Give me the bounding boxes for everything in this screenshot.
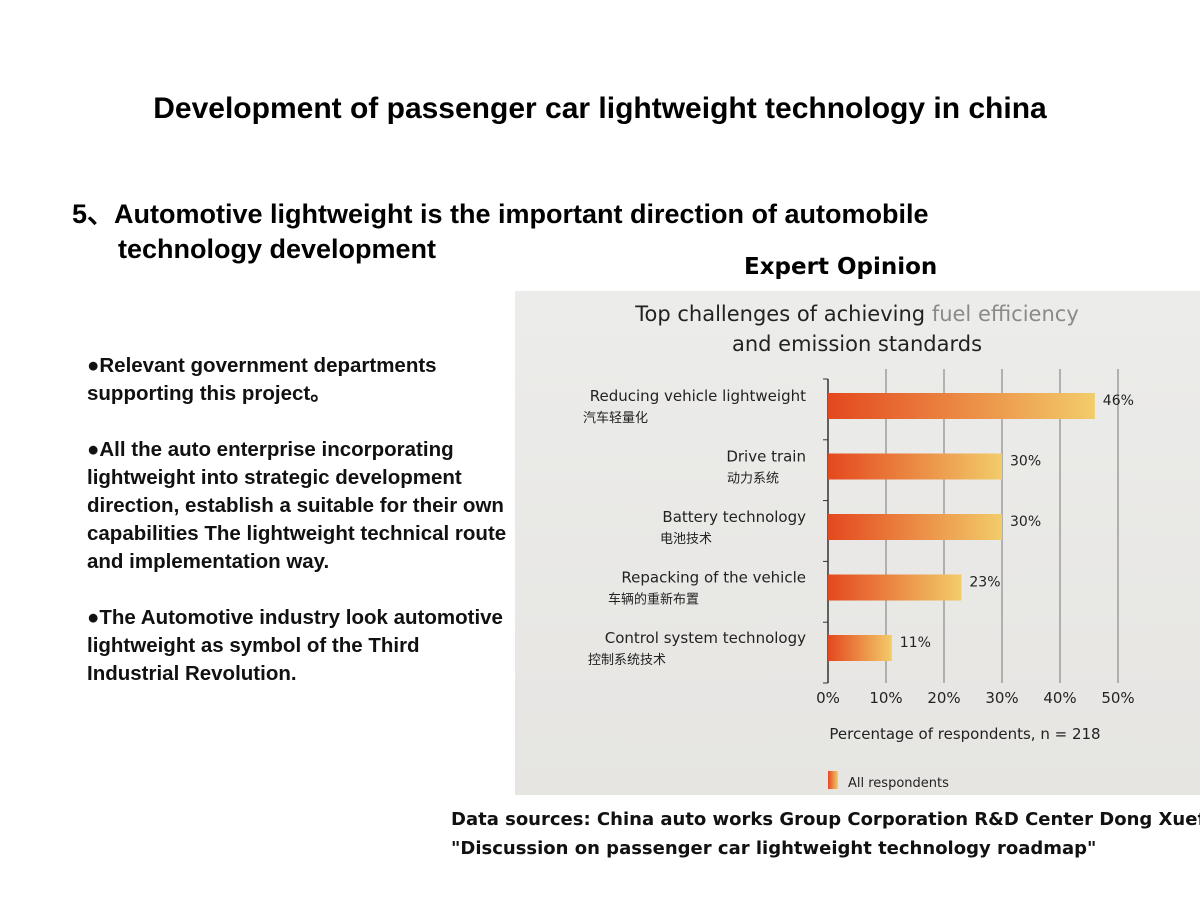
section-heading-line2: technology development (118, 234, 437, 264)
x-axis-label: Percentage of respondents, n = 218 (829, 725, 1100, 743)
chart-photo: Top challenges of achieving fuel efficie… (515, 291, 1200, 795)
category-label: Battery technology (662, 508, 806, 526)
category-label-zh: 动力系统 (727, 472, 779, 487)
bar (828, 574, 962, 601)
category-label: Reducing vehicle lightweight (590, 387, 806, 405)
bullet-list: ●Relevant government departments support… (87, 352, 507, 716)
slide-title: Development of passenger car lightweight… (153, 92, 1047, 125)
category-label-zh: 电池技术 (660, 532, 712, 547)
data-source: Data sources: China auto works Group Cor… (451, 805, 1200, 863)
x-tick-label: 20% (927, 689, 960, 707)
bar-value-label: 46% (1103, 393, 1134, 409)
bullet-item: ●Relevant government departments support… (87, 354, 437, 405)
x-tick-label: 10% (869, 689, 902, 707)
category-label-zh: 控制系统技术 (588, 653, 666, 668)
bar-value-label: 30% (1010, 514, 1041, 530)
x-tick-label: 0% (816, 689, 840, 707)
legend-swatch (828, 771, 838, 789)
x-tick-label: 30% (985, 689, 1018, 707)
category-label: Drive train (726, 448, 806, 466)
source-line1: Data sources: China auto works Group Cor… (451, 809, 1200, 830)
bar-value-label: 23% (969, 575, 1000, 591)
bar (828, 635, 892, 661)
category-label: Repacking of the vehicle (621, 569, 806, 587)
section-heading: 5、Automotive lightweight is the importan… (72, 197, 929, 267)
bar (828, 514, 1002, 540)
bar (828, 453, 1002, 480)
bar-value-label: 30% (1010, 454, 1041, 470)
expert-opinion-label: Expert Opinion (744, 254, 938, 280)
bar-chart: Top challenges of achieving fuel efficie… (583, 302, 1135, 791)
category-label: Control system technology (605, 629, 806, 647)
bar (828, 393, 1095, 419)
legend-label: All respondents (848, 776, 949, 791)
section-heading-line1: 5、Automotive lightweight is the importan… (72, 199, 929, 229)
category-label-zh: 车辆的重新布置 (608, 592, 699, 608)
bullet-item: ●The Automotive industry look automotive… (87, 606, 503, 685)
source-line2: "Discussion on passenger car lightweight… (451, 838, 1097, 859)
chart-title-line1: Top challenges of achieving fuel efficie… (634, 302, 1079, 326)
x-tick-label: 40% (1043, 689, 1076, 707)
x-tick-label: 50% (1101, 689, 1134, 707)
bullet-item: ●All the auto enterprise incorporating l… (87, 438, 507, 573)
bar-value-label: 11% (900, 635, 931, 651)
category-label-zh: 汽车轻量化 (583, 410, 648, 426)
chart-title-line2: and emission standards (732, 332, 982, 356)
